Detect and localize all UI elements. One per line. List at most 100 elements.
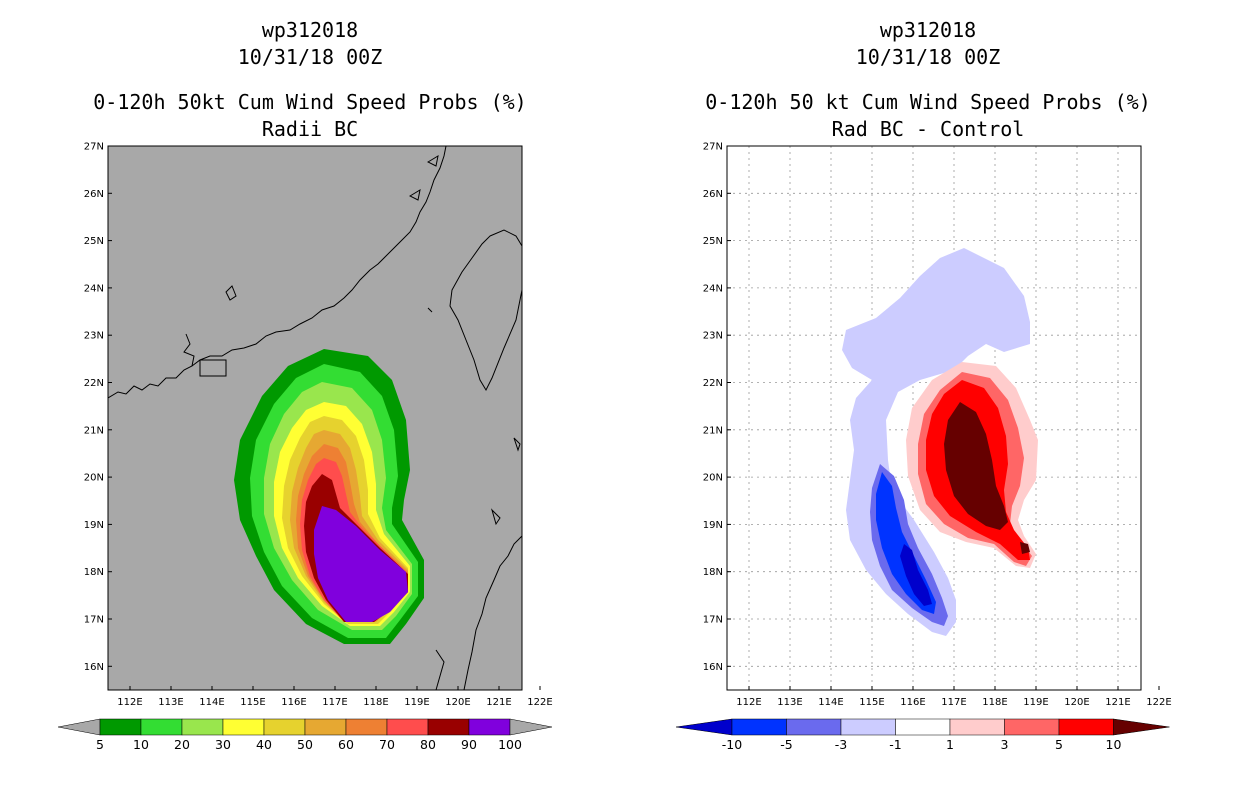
right-colorbar-swatch xyxy=(1058,718,1114,736)
lon-tick-label: 113E xyxy=(777,697,802,708)
left-lat-axis: 27N 26N 25N 24N 23N 22N 21N 20N 19N 18N 17N 16N xyxy=(84,142,112,673)
lon-tick-label: 116E xyxy=(900,697,925,708)
lat-tick-label: 17N xyxy=(703,615,723,626)
left-colorbar-over-arrow xyxy=(509,718,553,736)
lat-tick-label: 26N xyxy=(84,189,104,200)
left-probability-contours xyxy=(234,349,424,644)
lat-tick-label: 16N xyxy=(703,662,723,673)
right-contour-pos10-spot xyxy=(1020,542,1030,554)
left-storm-id: wp312018 xyxy=(261,18,359,42)
left-colorbar-label: 30 xyxy=(215,737,231,752)
right-map-gridlines xyxy=(727,146,1141,690)
lat-tick-label: 25N xyxy=(703,236,723,247)
lat-tick-label: 21N xyxy=(703,425,723,436)
lat-tick-label: 23N xyxy=(703,331,723,342)
right-colorbar-swatch xyxy=(949,718,1005,736)
right-colorbar-swatch xyxy=(731,718,787,736)
lat-tick-label: 21N xyxy=(84,425,104,436)
left-colorbar: 5 10 20 30 40 50 60 70 80 90 100 xyxy=(57,718,553,752)
left-datetime: 10/31/18 00Z xyxy=(237,45,383,69)
lat-tick-label: 22N xyxy=(703,378,723,389)
right-difference-contours xyxy=(842,248,1038,636)
lat-tick-label: 18N xyxy=(703,567,723,578)
right-colorbar-label: 3 xyxy=(1001,737,1009,752)
lat-tick-label: 22N xyxy=(84,378,104,389)
right-colorbar-swatch xyxy=(895,718,951,736)
right-colorbar-label: -10 xyxy=(722,737,742,752)
left-colorbar-swatch xyxy=(468,718,511,736)
lon-tick-label: 120E xyxy=(445,697,470,708)
lon-tick-label: 112E xyxy=(736,697,761,708)
lon-tick-label: 118E xyxy=(363,697,388,708)
right-colorbar-label: 10 xyxy=(1106,737,1122,752)
right-colorbar-label: 5 xyxy=(1055,737,1063,752)
right-colorbar: -10 -5 -3 -1 1 3 5 10 xyxy=(675,718,1170,752)
lon-tick-label: 117E xyxy=(941,697,966,708)
lat-tick-label: 26N xyxy=(703,189,723,200)
lon-tick-label: 115E xyxy=(859,697,884,708)
left-colorbar-swatch xyxy=(427,718,470,736)
left-colorbar-swatch xyxy=(345,718,388,736)
left-subtitle: Radii BC xyxy=(261,117,359,141)
right-datetime: 10/31/18 00Z xyxy=(855,45,1001,69)
right-colorbar-over-arrow xyxy=(1113,718,1170,736)
left-colorbar-swatch xyxy=(181,718,224,736)
left-colorbar-label: 70 xyxy=(379,737,395,752)
left-map: 27N 26N 25N 24N 23N 22N 21N 20N 19N 18N 17N 16N 112… xyxy=(84,142,553,709)
lat-tick-label: 25N xyxy=(84,236,104,247)
lat-tick-label: 19N xyxy=(84,520,104,531)
left-colorbar-label: 20 xyxy=(174,737,190,752)
left-colorbar-label: 100 xyxy=(498,737,522,752)
lon-tick-label: 119E xyxy=(1023,697,1048,708)
lon-tick-label: 118E xyxy=(982,697,1007,708)
lon-tick-label: 112E xyxy=(117,697,142,708)
left-colorbar-swatch xyxy=(263,718,306,736)
right-colorbar-label: -5 xyxy=(780,737,792,752)
right-colorbar-under-arrow xyxy=(675,718,733,736)
right-map-frame xyxy=(726,145,1142,691)
right-contour-pos10 xyxy=(944,402,1008,530)
lat-tick-label: 23N xyxy=(84,331,104,342)
right-colorbar-swatch xyxy=(840,718,896,736)
right-lat-axis: 27N 26N 25N 24N 23N 22N 21N 20N 19N 18N 17N 16N xyxy=(703,142,731,673)
lat-tick-label: 20N xyxy=(703,473,723,484)
lon-tick-label: 116E xyxy=(281,697,306,708)
left-colorbar-swatch xyxy=(222,718,265,736)
left-colorbar-under-arrow xyxy=(57,718,101,736)
left-colorbar-swatch xyxy=(386,718,429,736)
lon-tick-label: 119E xyxy=(404,697,429,708)
left-colorbar-label: 5 xyxy=(96,737,104,752)
left-lon-axis: 112E 113E 114E 115E 116E 117E 118E 119E 120E 121E… xyxy=(117,686,553,708)
lon-tick-label: 114E xyxy=(818,697,843,708)
right-contour-neg10 xyxy=(900,544,932,606)
right-storm-id: wp312018 xyxy=(879,18,977,42)
lon-tick-label: 122E xyxy=(527,697,552,708)
lon-tick-label: 114E xyxy=(199,697,224,708)
left-title: 0-120h 50kt Cum Wind Speed Probs (%) xyxy=(93,90,527,114)
right-colorbar-swatch xyxy=(786,718,842,736)
left-colorbar-swatch xyxy=(99,718,142,736)
lat-tick-label: 24N xyxy=(84,283,104,294)
right-colorbar-swatch xyxy=(1004,718,1060,736)
right-lon-axis: 112E 113E 114E 115E 116E 117E 118E 119E 120E 121E… xyxy=(736,686,1172,708)
left-colorbar-swatch xyxy=(140,718,183,736)
left-colorbar-swatch xyxy=(304,718,347,736)
right-colorbar-label: 1 xyxy=(946,737,954,752)
lat-tick-label: 16N xyxy=(84,662,104,673)
lat-tick-label: 27N xyxy=(84,142,104,153)
left-colorbar-label: 60 xyxy=(338,737,354,752)
left-contour-90 xyxy=(314,506,408,622)
lon-tick-label: 120E xyxy=(1064,697,1089,708)
lat-tick-label: 17N xyxy=(84,615,104,626)
left-colorbar-label: 40 xyxy=(256,737,272,752)
lon-tick-label: 117E xyxy=(322,697,347,708)
lat-tick-label: 18N xyxy=(84,567,104,578)
lat-tick-label: 19N xyxy=(703,520,723,531)
lon-tick-label: 121E xyxy=(486,697,511,708)
left-colorbar-label: 10 xyxy=(133,737,149,752)
lat-tick-label: 27N xyxy=(703,142,723,153)
right-subtitle: Rad BC - Control xyxy=(831,117,1025,141)
lat-tick-label: 24N xyxy=(703,283,723,294)
lat-tick-label: 20N xyxy=(84,473,104,484)
